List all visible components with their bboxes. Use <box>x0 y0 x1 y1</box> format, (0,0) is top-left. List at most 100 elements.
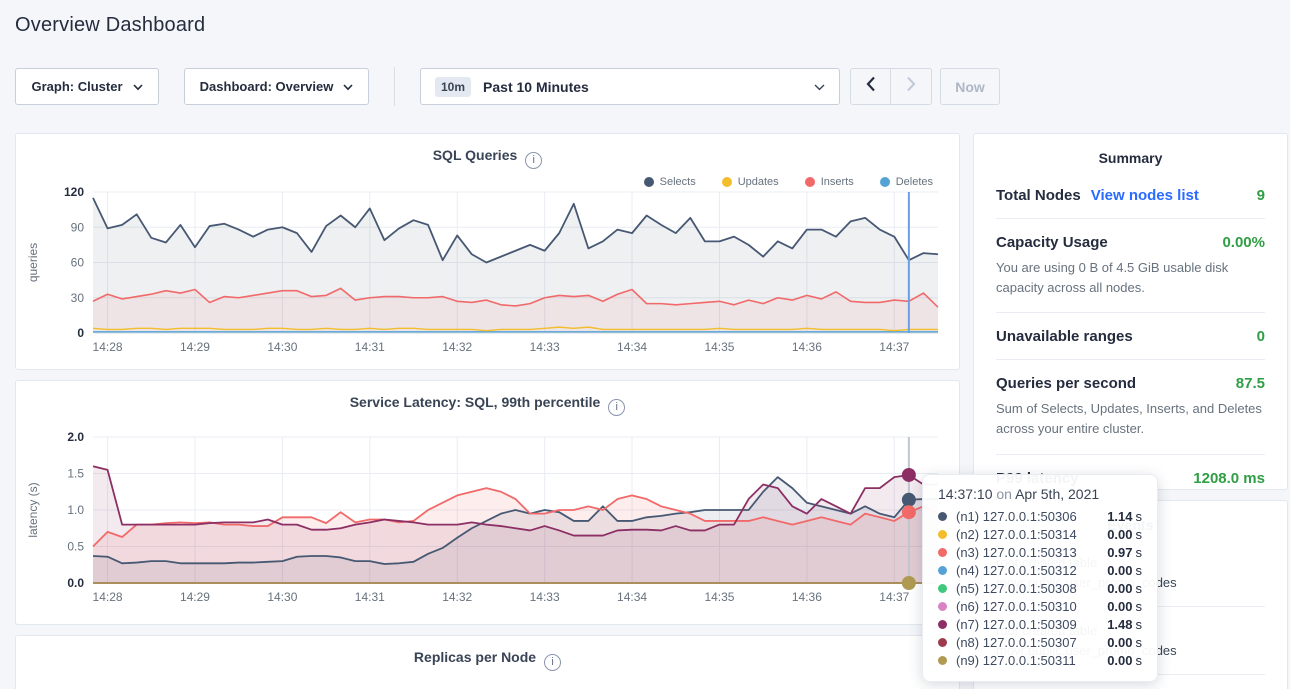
summary-value: 1208.0 ms <box>1193 470 1265 487</box>
node-color-dot <box>938 584 947 593</box>
svg-text:14:35: 14:35 <box>704 340 734 354</box>
node-value: 0.00 <box>1107 635 1132 650</box>
summary-label: Capacity Usage <box>996 234 1108 251</box>
svg-text:60: 60 <box>71 256 85 270</box>
node-value: 1.14 <box>1107 509 1132 524</box>
svg-text:120: 120 <box>64 185 84 199</box>
info-icon[interactable]: i <box>544 654 561 671</box>
node-label: (n2) 127.0.0.1:50314 <box>956 527 1107 542</box>
node-label: (n4) 127.0.0.1:50312 <box>956 563 1107 578</box>
tooltip-row: (n8) 127.0.0.1:50307 0.00 s <box>938 633 1142 651</box>
summary-row-qps: Queries per second 87.5 Sum of Selects, … <box>996 360 1265 454</box>
chevron-right-icon <box>906 76 916 97</box>
node-value: 0.97 <box>1107 545 1132 560</box>
info-icon[interactable]: i <box>525 152 542 169</box>
node-value: 0.00 <box>1107 581 1132 596</box>
summary-label: Queries per second <box>996 375 1136 392</box>
node-label: (n5) 127.0.0.1:50308 <box>956 581 1107 596</box>
chevron-down-icon <box>814 78 825 96</box>
svg-text:14:32: 14:32 <box>442 340 472 354</box>
svg-text:14:31: 14:31 <box>355 590 385 604</box>
node-color-dot <box>938 656 947 665</box>
svg-text:latency (s): latency (s) <box>26 482 40 537</box>
svg-text:14:29: 14:29 <box>180 340 210 354</box>
svg-text:queries: queries <box>26 243 40 282</box>
node-color-dot <box>938 548 947 557</box>
replicas-card: Replicas per Nodei <box>15 635 960 689</box>
svg-text:14:28: 14:28 <box>93 590 123 604</box>
node-color-dot <box>938 620 947 629</box>
svg-text:1.0: 1.0 <box>67 503 84 517</box>
tooltip-row: (n6) 127.0.0.1:50310 0.00 s <box>938 597 1142 615</box>
node-label: (n8) 127.0.0.1:50307 <box>956 635 1107 650</box>
tooltip-row: (n5) 127.0.0.1:50308 0.00 s <box>938 579 1142 597</box>
summary-description: Sum of Selects, Updates, Inserts, and De… <box>996 399 1265 439</box>
svg-text:14:29: 14:29 <box>180 590 210 604</box>
tooltip-row: (n3) 127.0.0.1:50313 0.97 s <box>938 543 1142 561</box>
node-label: (n3) 127.0.0.1:50313 <box>956 545 1107 560</box>
dashboard-dropdown-label: Dashboard: Overview <box>200 79 334 94</box>
info-icon[interactable]: i <box>608 399 625 416</box>
svg-text:0.5: 0.5 <box>67 540 84 554</box>
node-value: 0.00 <box>1107 563 1132 578</box>
tooltip-row: (n4) 127.0.0.1:50312 0.00 s <box>938 561 1142 579</box>
svg-text:90: 90 <box>71 220 85 234</box>
graph-dropdown[interactable]: Graph: Cluster <box>15 68 159 105</box>
summary-row-unavailable: Unavailable ranges 0 <box>996 313 1265 360</box>
graph-dropdown-label: Graph: Cluster <box>31 79 122 94</box>
time-range-label: Past 10 Minutes <box>483 79 802 95</box>
node-color-dot <box>938 530 947 539</box>
node-label: (n9) 127.0.0.1:50311 <box>956 653 1107 668</box>
toolbar-divider <box>394 67 395 106</box>
summary-row-capacity: Capacity Usage 0.00% You are using 0 B o… <box>996 219 1265 313</box>
time-range-picker[interactable]: 10m Past 10 Minutes <box>420 68 840 105</box>
prev-time-button[interactable] <box>851 69 891 104</box>
summary-row-total-nodes: Total Nodes View nodes list 9 <box>996 172 1265 219</box>
tooltip-timestamp: 14:37:10 on Apr 5th, 2021 <box>938 486 1142 502</box>
time-range-badge: 10m <box>435 77 471 97</box>
chevron-left-icon <box>866 76 876 97</box>
page-title: Overview Dashboard <box>15 14 205 37</box>
time-step-buttons <box>850 68 932 105</box>
chart-title: SQL Queriesi <box>16 134 959 169</box>
service-latency-chart[interactable]: 0.00.51.01.52.014:2814:2914:3014:3114:32… <box>21 427 956 607</box>
app-root: Overview Dashboard Graph: Cluster Dashbo… <box>0 0 1290 689</box>
svg-text:0.0: 0.0 <box>67 576 84 590</box>
summary-card: Summary Total Nodes View nodes list 9 Ca… <box>973 133 1288 490</box>
service-latency-card: Service Latency: SQL, 99th percentilei 0… <box>15 380 960 625</box>
node-label: (n1) 127.0.0.1:50306 <box>956 509 1107 524</box>
next-time-button[interactable] <box>891 69 931 104</box>
node-label: (n7) 127.0.0.1:50309 <box>956 617 1107 632</box>
summary-value: 0 <box>1257 328 1265 345</box>
node-value: 1.48 <box>1107 617 1132 632</box>
node-value: 0.00 <box>1107 527 1132 542</box>
svg-text:1.5: 1.5 <box>67 467 84 481</box>
svg-text:14:31: 14:31 <box>355 340 385 354</box>
summary-value: 0.00% <box>1222 234 1265 251</box>
node-value: 0.00 <box>1107 653 1132 668</box>
now-button[interactable]: Now <box>940 68 1000 105</box>
svg-text:14:34: 14:34 <box>617 590 647 604</box>
svg-text:14:28: 14:28 <box>93 340 123 354</box>
view-nodes-link[interactable]: View nodes list <box>1091 187 1199 204</box>
svg-text:30: 30 <box>71 291 85 305</box>
sql-queries-chart[interactable]: 030609012014:2814:2914:3014:3114:3214:33… <box>21 182 956 357</box>
chevron-down-icon <box>133 79 143 94</box>
tooltip-row: (n9) 127.0.0.1:50311 0.00 s <box>938 651 1142 669</box>
node-color-dot <box>938 512 947 521</box>
svg-text:14:37: 14:37 <box>879 340 909 354</box>
svg-text:14:37: 14:37 <box>879 590 909 604</box>
svg-text:2.0: 2.0 <box>67 430 84 444</box>
svg-text:14:30: 14:30 <box>267 340 297 354</box>
summary-label: Total Nodes <box>996 187 1081 204</box>
node-color-dot <box>938 602 947 611</box>
summary-label: Unavailable ranges <box>996 328 1133 345</box>
svg-text:14:36: 14:36 <box>792 590 822 604</box>
tooltip-row: (n7) 127.0.0.1:50309 1.48 s <box>938 615 1142 633</box>
svg-text:14:35: 14:35 <box>704 590 734 604</box>
chart-title: Service Latency: SQL, 99th percentilei <box>16 381 959 416</box>
svg-text:14:33: 14:33 <box>530 590 560 604</box>
summary-title: Summary <box>996 134 1265 172</box>
svg-text:14:30: 14:30 <box>267 590 297 604</box>
dashboard-dropdown[interactable]: Dashboard: Overview <box>184 68 369 105</box>
